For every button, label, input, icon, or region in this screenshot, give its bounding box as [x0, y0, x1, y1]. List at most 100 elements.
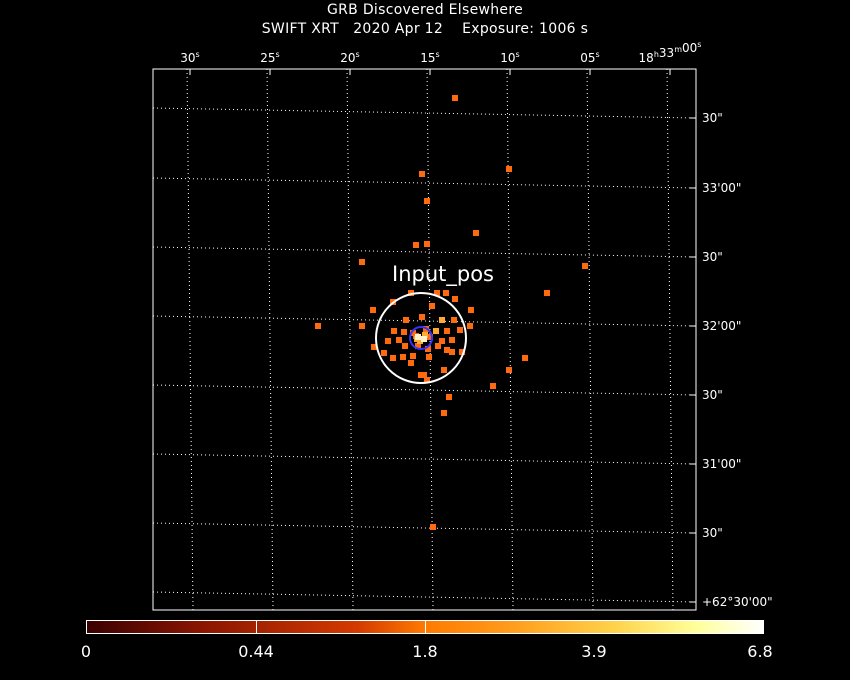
colorbar	[86, 620, 764, 634]
photon-event	[582, 263, 588, 269]
dec-tick-label: 32'00"	[702, 319, 741, 333]
dec-axis-labels: 30" 33'00" 30" 32'00" 30" 31'00" 30" +62°30'00"	[702, 111, 773, 609]
photon-event	[315, 323, 321, 329]
photon-event	[457, 327, 463, 333]
photon-event	[413, 242, 419, 248]
dec-tick-label: 30"	[702, 250, 723, 264]
grid-line-dec	[152, 453, 697, 465]
photon-event	[434, 290, 440, 296]
photon-event	[410, 353, 416, 359]
grid-line-ra	[586, 68, 594, 611]
photon-event	[427, 334, 433, 340]
photon-event	[522, 355, 528, 361]
photon-event	[422, 332, 428, 338]
photon-event	[408, 290, 414, 296]
ra-tick-label: 25s	[260, 50, 279, 65]
photon-event	[452, 296, 458, 302]
photon-event	[429, 303, 435, 309]
photon-event	[467, 323, 473, 329]
photon-event	[424, 377, 430, 383]
colorbar-label: 6.8	[747, 642, 773, 661]
ra-tick-label: 10s	[500, 50, 519, 65]
ra-tick-label: 20s	[340, 50, 359, 65]
colorbar-label: 0	[80, 642, 92, 661]
photon-event	[433, 328, 439, 334]
dec-tick-label: 30"	[702, 526, 723, 540]
photon-event	[426, 354, 432, 360]
photon-event	[506, 166, 512, 172]
photon-event	[424, 241, 430, 247]
ra-tick-label: 15s	[420, 50, 439, 65]
photon-event	[390, 355, 396, 361]
photon-event-hot	[421, 336, 427, 342]
photon-event	[381, 350, 387, 356]
centroid-circle	[409, 326, 433, 350]
ra-tick-label: 30s	[180, 50, 199, 65]
photon-event	[452, 95, 458, 101]
photon-event	[430, 524, 436, 530]
photon-event	[371, 344, 377, 350]
photon-event	[403, 317, 409, 323]
colorbar-label: 0.44	[238, 642, 274, 661]
photon-event	[418, 372, 424, 378]
photon-event	[473, 230, 479, 236]
grid-line-ra	[186, 68, 194, 611]
grid-line-dec	[152, 591, 697, 603]
photon-event	[459, 349, 465, 355]
photon-event	[444, 328, 450, 334]
photon-event	[490, 383, 496, 389]
dec-tick-label: 33'00"	[702, 181, 741, 195]
photon-event-hot	[415, 334, 421, 340]
ra-tick-label: 18h33m00s	[639, 40, 702, 65]
photon-event	[425, 346, 431, 352]
photon-event	[415, 343, 421, 349]
photon-event	[396, 337, 402, 343]
dec-tick-label: +62°30'00"	[702, 595, 773, 609]
photon-event	[506, 367, 512, 373]
grid-line-dec	[152, 107, 697, 119]
photon-event	[468, 307, 474, 313]
grid-line-dec	[152, 384, 697, 396]
photon-event	[443, 290, 449, 296]
photon-event	[424, 198, 430, 204]
colorbar-tick	[256, 621, 257, 633]
photon-event	[435, 343, 441, 349]
ra-tick-label: 05s	[580, 50, 599, 65]
dec-tick-label: 30"	[702, 388, 723, 402]
grid-line-dec	[152, 522, 697, 534]
photon-event	[451, 317, 457, 323]
photon-event	[408, 360, 414, 366]
grid-line-ra	[346, 68, 354, 611]
photon-event	[359, 259, 365, 265]
photon-event	[419, 314, 425, 320]
photon-event	[391, 328, 397, 334]
photon-event	[385, 338, 391, 344]
colorbar-label: 3.9	[581, 642, 607, 661]
photon-event	[419, 171, 425, 177]
plot-frame	[152, 68, 697, 611]
photon-event	[449, 349, 455, 355]
photon-event	[544, 290, 550, 296]
grid-line-ra	[666, 68, 674, 611]
photon-event	[449, 337, 455, 343]
grid-line-dec	[152, 246, 697, 258]
colorbar-label: 1.8	[412, 642, 438, 661]
photon-event	[370, 307, 376, 313]
photon-event	[439, 338, 445, 344]
colorbar-tick	[425, 621, 426, 633]
source-label: Input_pos	[392, 262, 494, 287]
dec-tick-label: 31'00"	[702, 457, 741, 471]
photon-event	[400, 354, 406, 360]
photon-event	[441, 367, 447, 373]
grid-line-ra	[506, 68, 514, 611]
coordinate-grid	[152, 68, 697, 611]
chart-subtitle: SWIFT XRT 2020 Apr 12 Exposure: 1006 s	[261, 21, 589, 37]
grid-line-dec	[152, 177, 697, 189]
photon-event	[359, 323, 365, 329]
photon-event	[444, 347, 450, 353]
photon-event	[402, 343, 408, 349]
grid-line-dec	[152, 315, 697, 327]
photon-event	[441, 410, 447, 416]
chart-title: GRB Discovered Elsewhere	[327, 2, 523, 18]
